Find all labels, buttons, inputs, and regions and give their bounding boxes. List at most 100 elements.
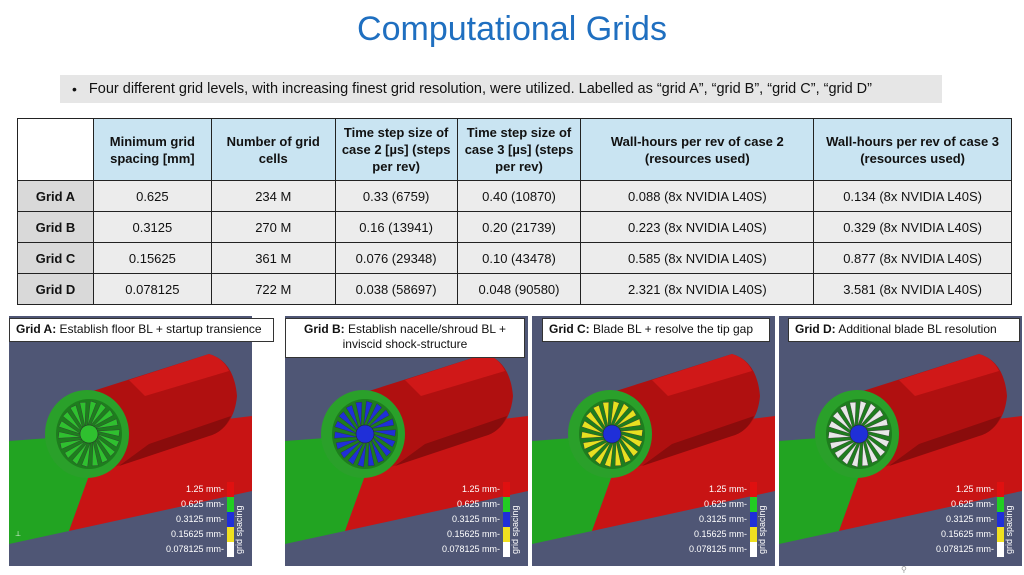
header-cell: Wall-hours per rev of case 3 (resources … (813, 118, 1012, 181)
grid-d-caption: Grid D: Additional blade BL resolution (788, 318, 1020, 342)
slide-title: Computational Grids (357, 10, 667, 48)
table-cell: 361 M (210, 242, 336, 274)
fan-blade (69, 404, 84, 429)
legend-label: 1.25 mm- (955, 484, 994, 494)
table-cell: 0.20 (21739) (456, 211, 582, 243)
table-cell: 0.40 (10870) (456, 180, 582, 212)
pin-icon: ⚲ (901, 565, 907, 574)
legend-label: 0.15625 mm- (446, 529, 500, 539)
legend-label: 0.15625 mm- (170, 529, 224, 539)
nacelle-bottom (889, 416, 1001, 466)
fan-blade (372, 429, 396, 437)
legend-label: 0.078125 mm- (441, 544, 500, 554)
nacelle-bottom (119, 416, 231, 466)
legend-swatch (227, 512, 234, 527)
legend-label: 1.25 mm- (708, 484, 747, 494)
fan-blade (829, 439, 853, 450)
fan-blade (604, 442, 614, 468)
legend-label: 1.25 mm- (461, 484, 500, 494)
spinner-hub (849, 424, 869, 444)
fan-blade (338, 411, 358, 432)
fan-blade (828, 420, 852, 435)
row-header: Grid D (17, 273, 94, 305)
nacelle-top (652, 354, 752, 396)
legend-label: 0.078125 mm- (165, 544, 224, 554)
table-cell: 2.321 (8x NVIDIA L40S) (580, 273, 815, 305)
table-cell: 3.581 (8x NVIDIA L40S) (813, 273, 1012, 305)
grid-c-viewport: 1.25 mm- 0.625 mm- 0.3125 mm- 0.15625 mm- 0.… (532, 316, 775, 566)
nacelle-bottom (642, 416, 754, 466)
legend-swatch (750, 497, 757, 512)
fan-blade (335, 439, 359, 450)
legend-label: 0.3125 mm- (698, 514, 747, 524)
fan-blade (865, 418, 889, 429)
fan-blade (866, 436, 886, 457)
fan-blade (834, 441, 856, 459)
fan-blade (87, 400, 97, 426)
fan-blade (581, 431, 605, 439)
table-cell: 0.877 (8x NVIDIA L40S) (813, 242, 1012, 274)
fan-blade (334, 420, 358, 435)
fan-blade (860, 403, 877, 426)
caption-label: Grid A: (16, 322, 57, 336)
table-cell: 0.15625 (92, 242, 212, 274)
legend-swatch (997, 497, 1004, 512)
fan-blade (96, 436, 116, 457)
spinner-hub (79, 424, 99, 444)
legend-label: 0.078125 mm- (688, 544, 747, 554)
legend-swatch (750, 512, 757, 527)
caption-text: Additional blade BL resolution (835, 322, 997, 336)
table-cell: 0.10 (43478) (456, 242, 582, 274)
grid-a-caption: Grid A: Establish floor BL + startup tra… (9, 318, 274, 342)
header-cell: Minimum grid spacing [mm] (92, 118, 212, 181)
legend-swatch (503, 497, 510, 512)
table-cell: 0.076 (29348) (334, 242, 458, 274)
table-cell: 0.078125 (92, 273, 212, 305)
fan-blade (345, 404, 360, 429)
legend-title: grid spacing (1004, 505, 1014, 554)
grid-spacing-legend: 1.25 mm- 0.625 mm- 0.3125 mm- 0.15625 mm- 0.… (414, 482, 524, 562)
fan-blade (619, 436, 639, 457)
table-header-row: Minimum grid spacing [mm] Number of grid… (17, 118, 1012, 181)
table-cell: 0.33 (6759) (334, 180, 458, 212)
table-cell: 0.625 (92, 180, 212, 212)
caption-text: Establish nacelle/shroud BL + inviscid s… (342, 322, 506, 351)
legend-swatch (750, 482, 757, 497)
grid-spacing-legend: 1.25 mm- 0.625 mm- 0.3125 mm- 0.15625 mm- 0.… (138, 482, 248, 562)
fan-blade (340, 441, 362, 459)
legend-label: 0.625 mm- (703, 499, 747, 509)
legend-label: 0.078125 mm- (935, 544, 994, 554)
fan-blade (96, 429, 120, 437)
bullet-note: • Four different grid levels, with incre… (60, 75, 942, 103)
fan-blade (841, 442, 858, 465)
legend-label: 0.625 mm- (180, 499, 224, 509)
nacelle-top (899, 354, 999, 396)
fan-blade (866, 433, 890, 448)
fan-blade (614, 441, 622, 467)
header-cell (17, 118, 94, 181)
fan-blade (613, 403, 630, 426)
fan-blade (615, 409, 637, 427)
fan-blade (347, 442, 364, 465)
table-cell: 0.134 (8x NVIDIA L40S) (813, 180, 1012, 212)
legend-label: 0.15625 mm- (940, 529, 994, 539)
fan-blade (58, 431, 82, 439)
grid-c-caption: Grid C: Blade BL + resolve the tip gap (542, 318, 770, 342)
table-cell: 0.3125 (92, 211, 212, 243)
fan-blade (594, 442, 611, 465)
row-header: Grid B (17, 211, 94, 243)
fan-blade (587, 441, 609, 459)
legend-label: 0.625 mm- (456, 499, 500, 509)
fan-blade (602, 401, 610, 427)
legend-label: 0.3125 mm- (451, 514, 500, 524)
spinner-hub (355, 424, 375, 444)
legend-swatch (997, 527, 1004, 542)
table-cell: 0.585 (8x NVIDIA L40S) (580, 242, 815, 274)
bullet-text: Four different grid levels, with increas… (88, 81, 872, 97)
caption-label: Grid D: (795, 322, 836, 336)
fan-blade (582, 439, 606, 450)
fan-blade (367, 441, 375, 467)
nacelle-bottom (395, 416, 507, 466)
caption-text: Establish floor BL + startup transience (56, 322, 262, 336)
fan-blade (81, 442, 91, 468)
